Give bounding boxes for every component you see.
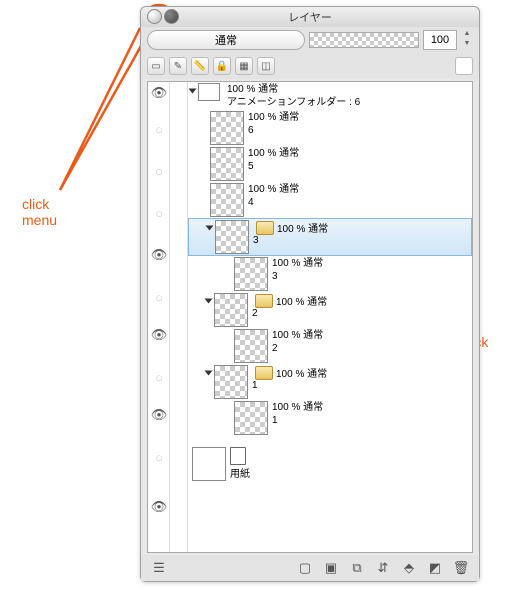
new-layer-icon[interactable]: ▢ [295,558,315,578]
mask-icon[interactable]: ▭ [147,57,165,75]
lock-column [170,82,188,552]
duplicate-icon[interactable]: ⧉ [347,558,367,578]
visibility-column: 👁 ○ ○ ○ 👁 ○ 👁 ○ 👁 ○ 👁 [148,82,170,552]
folder-row-selected[interactable]: 100 % 通常 3 [188,218,472,256]
panel-titlebar: レイヤー [141,7,479,27]
layers-stack-icon[interactable]: ☰ [149,558,169,578]
layer-row[interactable]: 100 % 通常 5 [188,146,472,182]
folder-row[interactable]: 100 % 通常 1 [188,364,472,400]
merge-icon[interactable]: ⬘ [399,558,419,578]
link-icon[interactable]: ◫ [257,57,275,75]
layer-thumbnail [234,257,268,291]
ruler-icon[interactable]: 📏 [191,57,209,75]
disclosure-triangle-icon[interactable] [205,371,213,376]
layer-thumbnail [192,447,226,481]
layer-row[interactable]: 100 % 通常 3 [188,256,472,292]
folder-icon [255,366,273,380]
disclosure-triangle-icon[interactable] [206,226,214,231]
layer-thumbnail [234,329,268,363]
checker-icon[interactable]: ▦ [235,57,253,75]
paper-icon [230,447,246,465]
layer-row[interactable]: 100 % 通常 2 [188,328,472,364]
folder-icon [255,294,273,308]
trash-icon[interactable]: 🗑 [451,558,471,578]
layer-tree: 100 % 通常 アニメーションフォルダー : 6 100 % 通常 6 100… [188,82,472,552]
blend-mode-select[interactable]: 通常 [147,30,305,50]
disclosure-triangle-icon[interactable] [205,299,213,304]
layer-thumbnail [215,220,249,254]
eye-icon[interactable]: 👁 [148,324,170,346]
layer-thumbnail [210,147,244,181]
layer-thumbnail [234,401,268,435]
paper-row[interactable]: 用紙 [188,446,472,482]
layer-list: 👁 ○ ○ ○ 👁 ○ 👁 ○ 👁 ○ 👁 [147,81,473,553]
camera-icon[interactable]: ◩ [425,558,445,578]
eye-icon[interactable]: 👁 [148,244,170,266]
folder-row[interactable]: 100 % 通常 2 [188,292,472,328]
layer-thumbnail [210,183,244,217]
disclosure-triangle-icon[interactable] [189,89,197,94]
transfer-icon[interactable]: ⇵ [373,558,393,578]
new-folder-icon[interactable]: ▣ [321,558,341,578]
folder-icon [256,221,274,235]
panel-footer: ☰ ▢ ▣ ⧉ ⇵ ⬘ ◩ 🗑 [141,555,479,581]
annot-click-menu: click menu [22,196,57,228]
layer-label: 100 % 通常 [227,83,360,96]
root-folder-row[interactable]: 100 % 通常 アニメーションフォルダー : 6 [188,82,472,110]
anim-folder-icon [198,83,220,101]
eye-icon[interactable]: 👁 [148,82,170,104]
minimise-icon[interactable] [164,9,179,24]
opacity-value[interactable]: 100 [423,30,457,50]
layers-panel: レイヤー 通常 100 ▲▼ ▭ ✎ 📏 🔒 ▦ ◫ 👁 ○ ○ ○ 👁 ○ [140,6,480,582]
layer-thumbnail [214,365,248,399]
layer-row[interactable]: 100 % 通常 6 [188,110,472,146]
pen-icon[interactable]: ✎ [169,57,187,75]
layer-row[interactable]: 100 % 通常 1 [188,400,472,436]
opacity-spinner[interactable]: ▲▼ [461,30,473,50]
color-chip[interactable] [455,57,473,75]
layer-thumbnail [210,111,244,145]
layer-thumbnail [214,293,248,327]
toolbar-tools: ▭ ✎ 📏 🔒 ▦ ◫ [141,53,479,79]
toolbar-blend: 通常 100 ▲▼ [141,27,479,53]
layer-row[interactable]: 100 % 通常 4 [188,182,472,218]
opacity-slider[interactable] [309,32,419,48]
eye-icon[interactable]: 👁 [148,496,170,518]
layer-label: アニメーションフォルダー : 6 [227,96,360,109]
lock-icon[interactable]: 🔒 [213,57,231,75]
menu-icon[interactable] [147,9,162,24]
eye-icon[interactable]: 👁 [148,404,170,426]
panel-title: レイヤー [288,9,332,25]
